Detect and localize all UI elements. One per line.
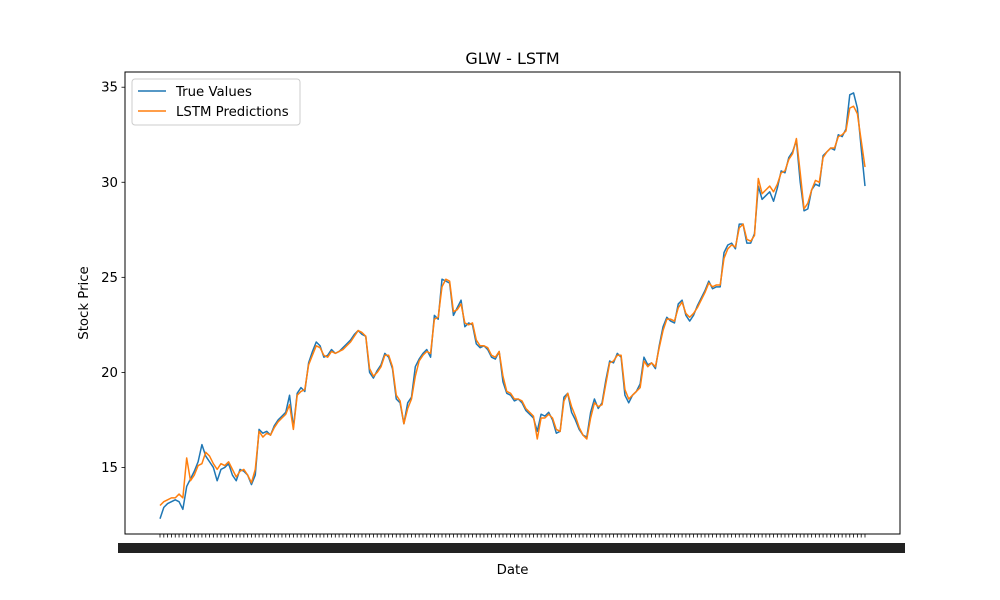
x-tick-labels-overlapping — [118, 543, 905, 553]
plot-area — [124, 71, 901, 535]
y-tick-label: 25 — [101, 271, 118, 286]
y-tick-label: 35 — [101, 81, 118, 96]
series-line-true-values — [159, 92, 866, 520]
y-tick-label: 15 — [101, 461, 118, 476]
y-tick-label: 20 — [101, 366, 118, 381]
x-axis-ticks — [118, 534, 905, 553]
legend-box — [131, 78, 301, 126]
y-axis-ticks: 15 20 25 30 35 — [101, 81, 125, 476]
y-tick-label: 30 — [101, 176, 118, 191]
chart-title: GLW - LSTM — [465, 49, 559, 68]
legend-label-lstm-predictions: LSTM Predictions — [176, 105, 289, 120]
series-lines — [159, 92, 866, 520]
legend: True Values LSTM Predictions — [131, 78, 301, 126]
series-line-lstm-predictions — [159, 105, 866, 507]
x-axis-label: Date — [497, 563, 529, 578]
legend-label-true-values: True Values — [175, 85, 252, 100]
y-axis-label: Stock Price — [77, 266, 92, 339]
